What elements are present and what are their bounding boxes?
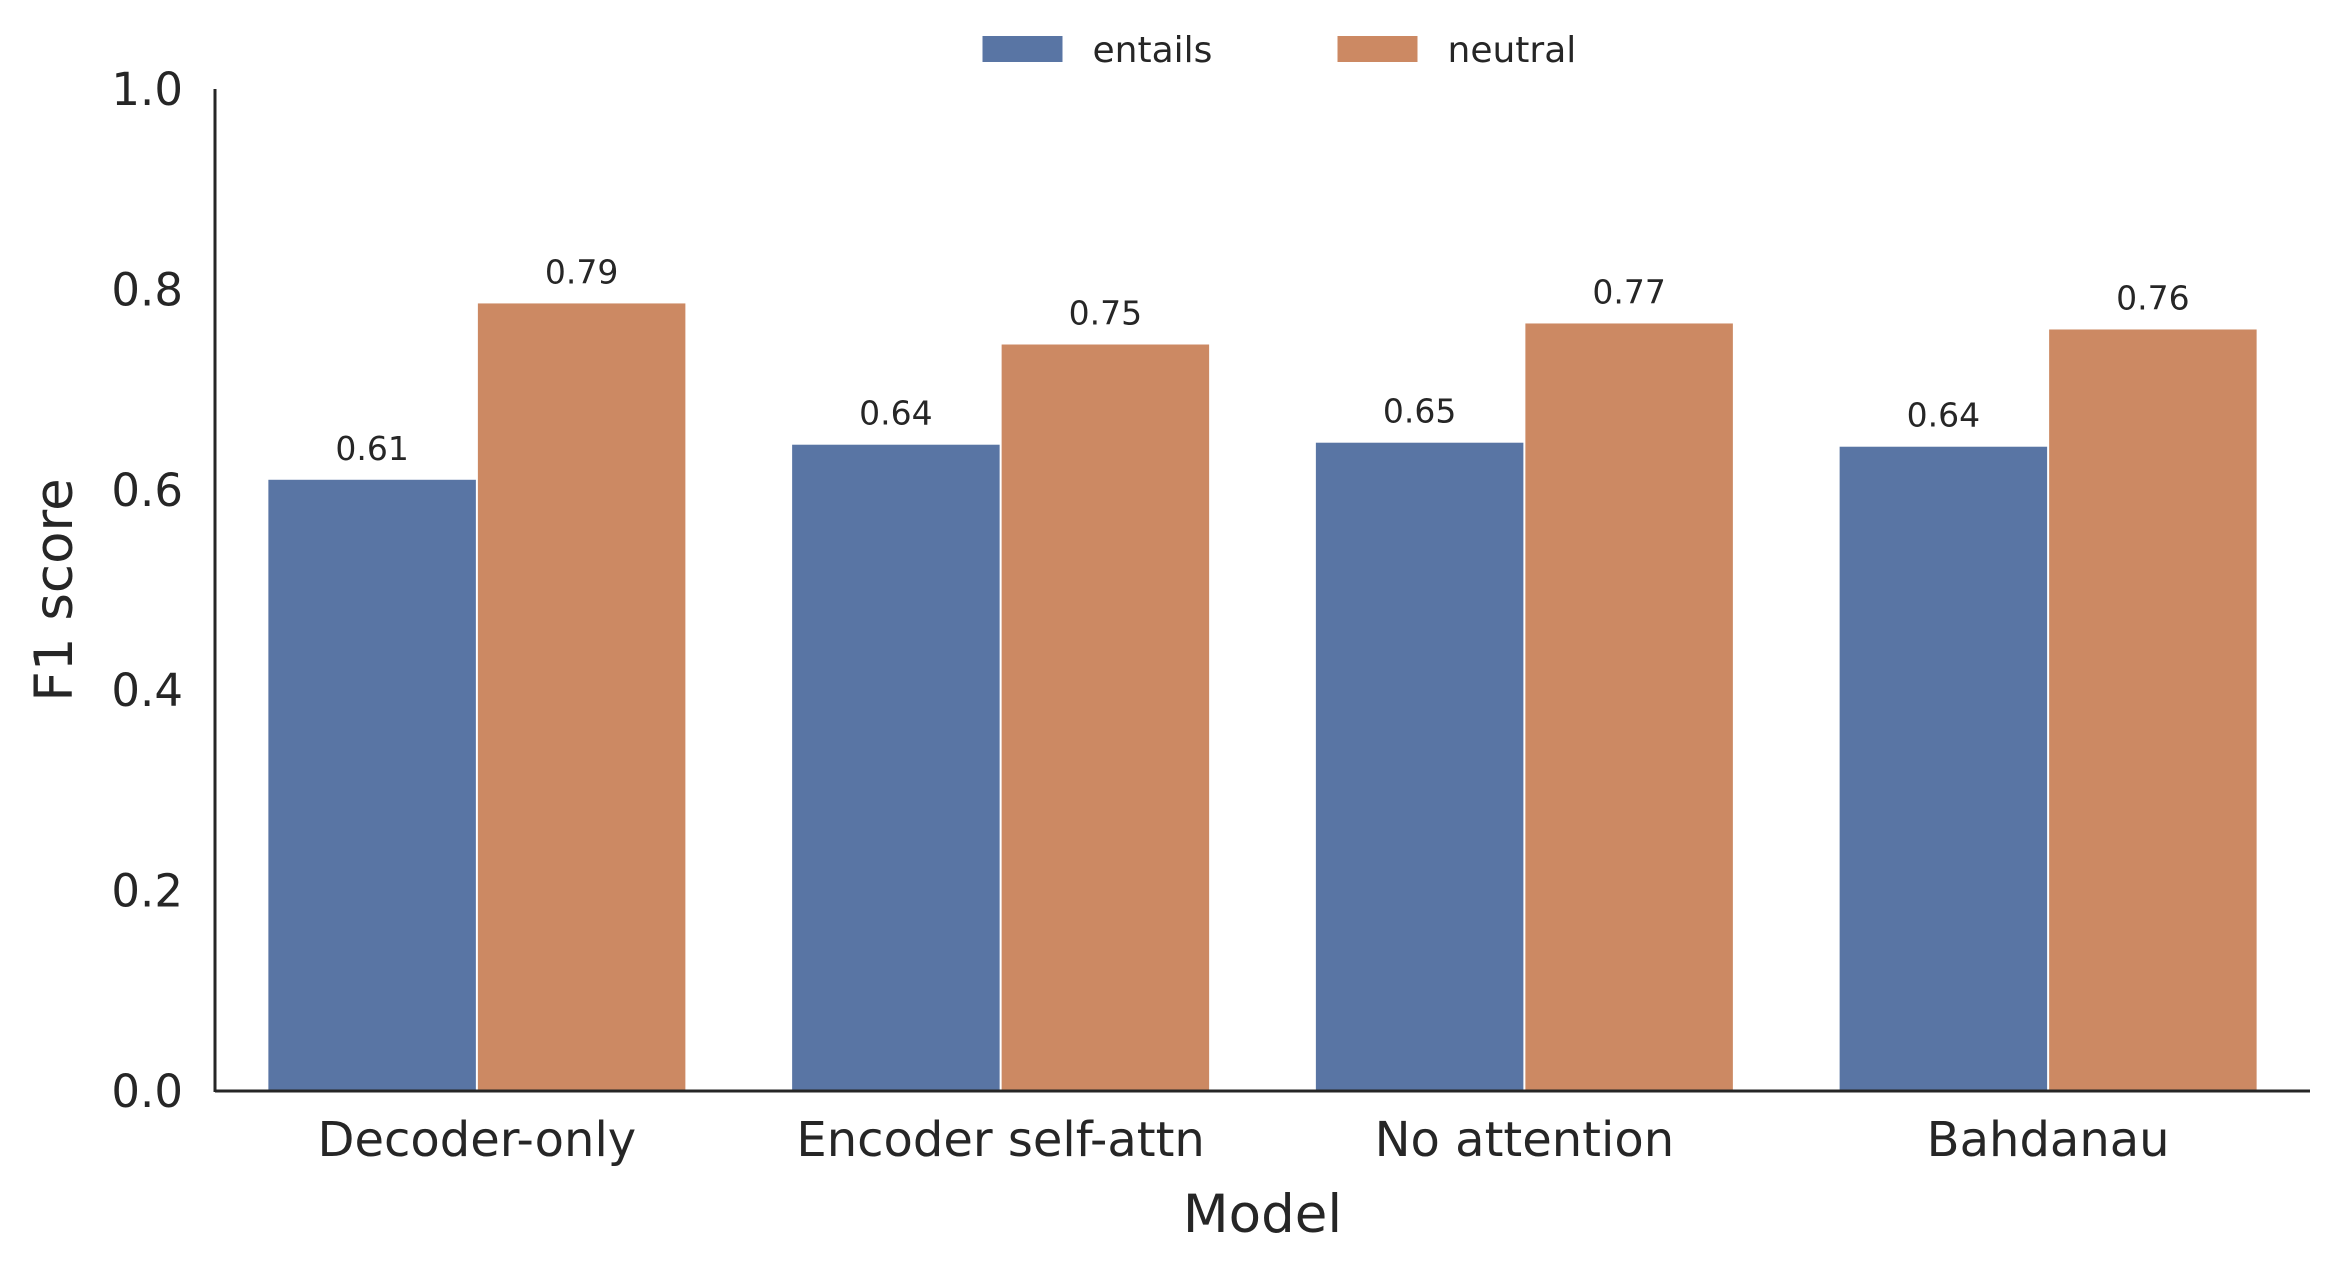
x-tick-label: Bahdanau [1927, 1112, 2170, 1168]
y-tick-label: 0.0 [111, 1065, 183, 1118]
bar-neutral [2049, 329, 2257, 1092]
legend-swatch-neutral [1337, 36, 1418, 62]
x-tick-label: No attention [1375, 1112, 1674, 1168]
bar-entails [792, 444, 1000, 1092]
y-tick-label: 0.2 [111, 865, 183, 918]
bar-neutral [477, 303, 686, 1092]
x-axis: Decoder-only Encoder self-attn No attentio… [215, 1089, 2310, 1168]
bar-value-label: 0.79 [545, 252, 618, 291]
bar-value-label: 0.75 [1069, 294, 1142, 333]
y-tick-label: 0.4 [111, 664, 183, 717]
x-tick-label: Encoder self-attn [796, 1112, 1204, 1168]
bar-value-label: 0.64 [1907, 396, 1980, 435]
y-tick-label: 1.0 [111, 63, 183, 116]
bar-value-label: 0.65 [1383, 392, 1456, 431]
bar-entails [1839, 446, 2048, 1091]
legend-swatch-entails [982, 36, 1063, 62]
bar-value-label: 0.64 [859, 394, 932, 433]
y-axis-title: F1 score [24, 478, 85, 701]
y-tick-label: 0.8 [111, 263, 183, 316]
bar-entails [1315, 442, 1524, 1091]
y-tick-label: 0.6 [111, 464, 183, 517]
bar-neutral [1525, 323, 1733, 1091]
x-axis-title: Model [1183, 1184, 1342, 1245]
legend: entails neutral [982, 30, 1577, 71]
bars: 0.61 0.79 0.64 0.75 0.65 0.77 0.64 0.76 [268, 252, 2257, 1092]
legend-label-neutral: neutral [1448, 30, 1577, 71]
bar-value-label: 0.61 [335, 429, 408, 468]
bar-neutral [1001, 344, 1210, 1091]
bar-entails [268, 479, 476, 1091]
bar-value-label: 0.77 [1592, 272, 1665, 311]
y-axis: 0.0 0.2 0.4 0.6 0.8 1.0 [111, 63, 217, 1118]
x-tick-label: Decoder-only [318, 1112, 637, 1168]
bar-value-label: 0.76 [2116, 278, 2189, 317]
legend-label-entails: entails [1093, 30, 1213, 71]
